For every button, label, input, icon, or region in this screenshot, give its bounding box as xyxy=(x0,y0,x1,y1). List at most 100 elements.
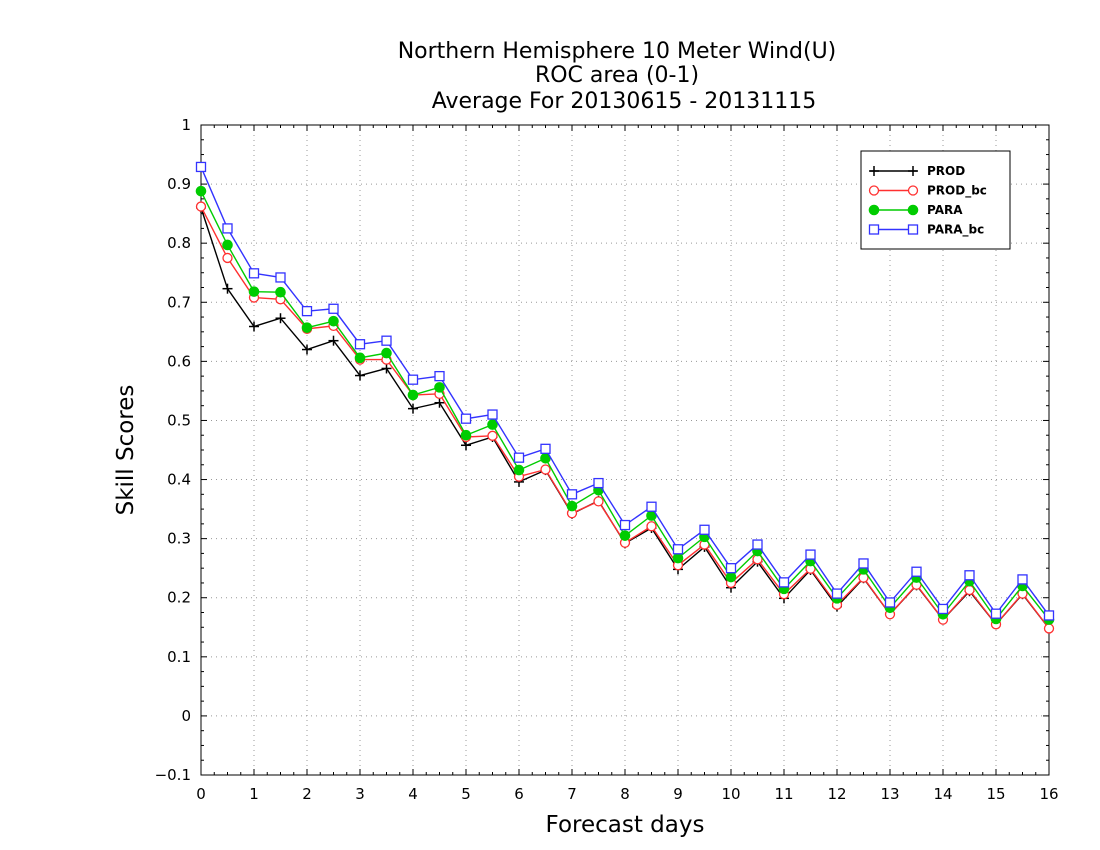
data-point xyxy=(805,549,816,560)
data-point xyxy=(646,501,657,512)
x-tick-label: 7 xyxy=(567,785,577,803)
x-axis-tick-labels: 0 1 2 3 4 5 6 7 8 9 10 11 12 13 14 15 16 xyxy=(196,785,1058,803)
y-tick-label: 0 xyxy=(181,707,191,725)
data-point xyxy=(222,252,233,264)
legend-label: PROD_bc xyxy=(927,184,987,199)
data-point xyxy=(434,370,445,382)
x-tick-label: 8 xyxy=(620,785,630,803)
data-point xyxy=(778,577,790,588)
legend-item: PARA_bc xyxy=(868,223,984,238)
legend-label: PARA xyxy=(927,203,963,217)
x-axis-label: Forecast days xyxy=(546,812,705,838)
data-point xyxy=(275,313,286,324)
data-point xyxy=(381,347,392,359)
legend-marker xyxy=(868,185,880,196)
legend-label: PROD xyxy=(927,164,965,178)
data-point xyxy=(222,223,233,234)
y-tick-label: 0.8 xyxy=(167,234,191,252)
x-tick-label: 11 xyxy=(774,785,793,803)
title-line-2: ROC area (0-1) xyxy=(535,63,699,88)
legend-box xyxy=(860,150,1011,250)
data-point xyxy=(487,409,498,420)
legend-marker xyxy=(868,224,880,235)
x-tick-label: 0 xyxy=(196,785,206,803)
data-point xyxy=(911,566,922,577)
data-point xyxy=(646,521,657,532)
data-point xyxy=(699,524,710,535)
data-point xyxy=(937,603,949,615)
data-point xyxy=(487,430,498,441)
data-point xyxy=(566,489,578,500)
data-point xyxy=(752,539,763,550)
y-tick-label: 0.2 xyxy=(167,589,191,607)
y-tick-label: 0.7 xyxy=(167,293,191,311)
series-para-bc xyxy=(195,161,1055,621)
data-point xyxy=(858,558,869,569)
data-point xyxy=(407,374,419,385)
y-tick-label: 0.3 xyxy=(167,530,191,548)
chart-title: Northern Hemisphere 10 Meter Wind(U) ROC… xyxy=(398,39,837,114)
data-point xyxy=(275,272,286,283)
y-tick-label: 0.1 xyxy=(167,648,191,666)
data-point xyxy=(1043,623,1055,634)
y-tick-label: −0.1 xyxy=(155,766,191,784)
data-point xyxy=(248,268,260,279)
x-tick-label: 4 xyxy=(408,785,418,803)
x-tick-label: 6 xyxy=(514,785,524,803)
y-tick-label: 0.5 xyxy=(167,411,191,429)
legend-marker xyxy=(907,204,919,216)
legend-marker xyxy=(868,204,880,216)
data-point xyxy=(460,429,472,441)
data-point xyxy=(328,315,339,327)
data-point xyxy=(460,413,472,424)
legend-label: PARA_bc xyxy=(927,223,984,238)
data-point xyxy=(566,500,578,512)
data-point xyxy=(513,452,525,463)
data-point xyxy=(434,397,445,408)
data-point xyxy=(513,464,525,476)
data-point xyxy=(672,544,684,555)
data-point xyxy=(302,344,312,355)
data-point xyxy=(381,363,392,374)
y-axis-label: Skill Scores xyxy=(113,385,139,516)
x-tick-label: 9 xyxy=(673,785,683,803)
data-point xyxy=(195,161,207,173)
data-point xyxy=(672,552,684,564)
data-point xyxy=(593,477,604,489)
data-point xyxy=(619,519,631,531)
data-point xyxy=(619,530,631,541)
data-point xyxy=(275,286,286,298)
x-tick-label: 10 xyxy=(721,785,740,803)
data-point xyxy=(964,570,975,581)
x-tick-label: 14 xyxy=(933,785,952,803)
data-point xyxy=(195,185,207,197)
data-point xyxy=(540,464,551,475)
legend-item: PROD xyxy=(869,164,965,178)
data-point xyxy=(354,352,366,364)
data-point xyxy=(328,303,339,314)
data-point xyxy=(249,321,259,332)
x-tick-label: 12 xyxy=(827,785,846,803)
legend-item: PROD_bc xyxy=(868,184,987,199)
data-point xyxy=(248,286,260,297)
legend-marker xyxy=(907,185,919,196)
y-tick-label: 1 xyxy=(181,116,191,134)
data-point xyxy=(301,322,313,333)
data-point xyxy=(222,283,233,294)
data-point xyxy=(354,339,366,350)
data-point xyxy=(1043,610,1055,621)
grid-lines xyxy=(201,125,1049,775)
y-tick-label: 0.4 xyxy=(167,471,191,489)
data-point xyxy=(487,419,498,430)
data-point xyxy=(540,443,551,454)
y-tick-label: 0.9 xyxy=(167,175,191,193)
data-point xyxy=(328,335,339,346)
legend-marker xyxy=(907,224,919,235)
data-point xyxy=(381,335,392,346)
data-point xyxy=(434,382,445,393)
data-point xyxy=(301,305,313,317)
data-point xyxy=(831,588,843,599)
data-point xyxy=(408,403,418,414)
y-tick-label: 0.6 xyxy=(167,352,191,370)
legend-marker xyxy=(869,166,879,176)
